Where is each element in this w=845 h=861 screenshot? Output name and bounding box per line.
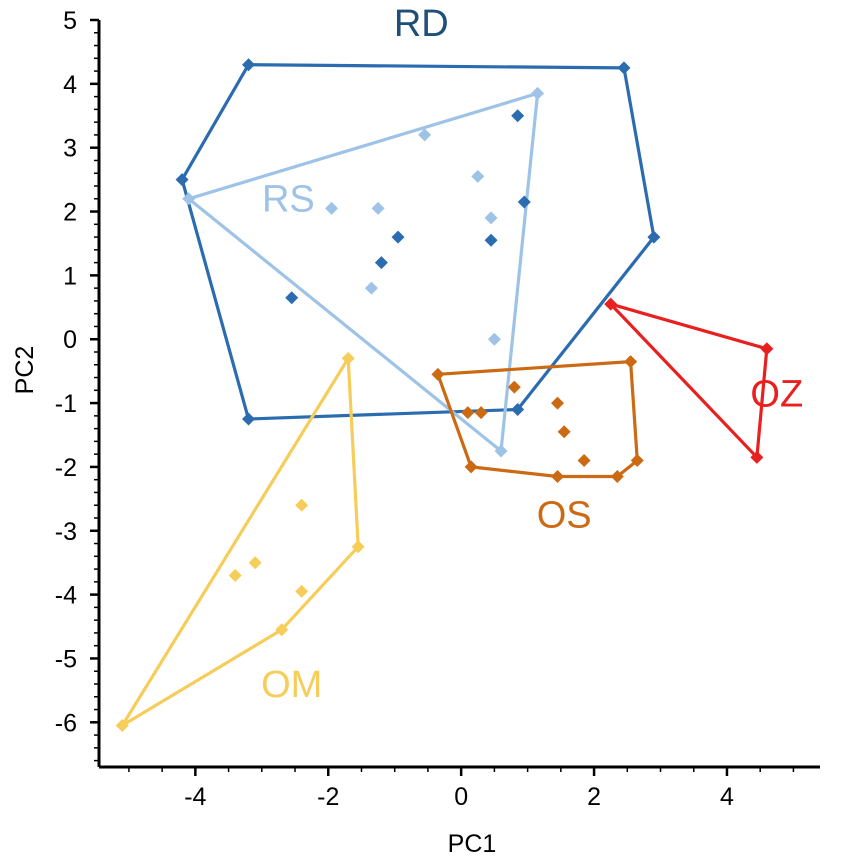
hull-om: [120, 356, 360, 728]
point-os: [551, 396, 565, 410]
point-os: [431, 367, 445, 381]
y-tick-label: -4: [55, 582, 77, 610]
y-tick-label: -2: [55, 454, 77, 482]
group-label-os: OS: [537, 495, 592, 537]
y-tick-label: 3: [63, 135, 77, 163]
point-rd: [484, 233, 498, 247]
hull-oz: [609, 302, 769, 459]
point-os: [557, 425, 571, 439]
point-rs: [471, 169, 485, 183]
group-labels: RD RS OS OZ OM: [261, 3, 803, 706]
hull-rs: [187, 91, 540, 453]
point-os: [507, 380, 521, 394]
point-os: [610, 470, 624, 483]
point-om: [115, 719, 129, 732]
y-tick-label: 1: [63, 262, 77, 290]
y-axis-label: PC2: [11, 346, 39, 395]
y-tick-label: 2: [63, 199, 77, 227]
point-os: [474, 406, 488, 420]
point-rd: [285, 291, 299, 305]
point-rd: [242, 412, 256, 426]
point-rs: [371, 201, 385, 215]
point-rd: [391, 230, 405, 244]
y-tick-label: 4: [63, 71, 77, 99]
x-tick-label: 2: [587, 783, 601, 811]
point-oz: [604, 297, 618, 311]
point-rd: [374, 256, 388, 270]
y-tick-label: -1: [55, 390, 77, 418]
point-rs: [487, 332, 501, 346]
point-rs: [484, 211, 498, 225]
group-label-rd: RD: [394, 3, 449, 45]
point-om: [351, 540, 365, 554]
x-axis-label: PC1: [448, 830, 497, 858]
point-rd: [175, 173, 189, 187]
point-os: [630, 454, 644, 468]
y-tick-label: 5: [63, 7, 77, 35]
point-os: [624, 355, 638, 369]
point-rd: [647, 230, 661, 244]
point-rd: [617, 61, 631, 75]
point-rs: [325, 201, 339, 215]
group-label-oz: OZ: [750, 373, 803, 415]
point-oz: [760, 342, 774, 356]
group-hulls: [120, 63, 769, 728]
point-os: [577, 454, 591, 468]
point-rs: [531, 86, 545, 100]
point-os: [464, 460, 478, 474]
point-os: [461, 406, 475, 420]
x-tick-label: -4: [184, 783, 206, 811]
point-om: [275, 623, 289, 637]
x-tick-label: -2: [317, 783, 339, 811]
axes: 5 4 3 2 1 0 -1 -2 -3 -4 -5 -6 -4 -2 0 2 4: [55, 7, 820, 811]
point-rs: [364, 281, 378, 295]
point-os: [551, 470, 565, 483]
y-tick-label: -3: [55, 518, 77, 546]
point-rd: [511, 402, 525, 416]
point-om: [248, 556, 262, 570]
group-label-rs: RS: [262, 179, 315, 221]
point-om: [341, 351, 355, 365]
point-om: [295, 584, 309, 598]
point-om: [228, 568, 242, 582]
point-oz: [750, 450, 764, 464]
point-rs: [418, 128, 432, 142]
point-rs: [494, 444, 508, 458]
point-rs: [182, 192, 196, 206]
x-tick-label: 4: [720, 783, 734, 811]
point-rd: [511, 109, 525, 123]
group-label-om: OM: [261, 664, 322, 706]
point-rd: [517, 195, 531, 209]
y-tick-label: 0: [63, 326, 77, 354]
data-points: [115, 58, 774, 732]
y-tick-label: -5: [55, 645, 77, 673]
point-rd: [242, 58, 256, 72]
y-tick-label: -6: [55, 709, 77, 737]
x-tick-label: 0: [454, 783, 468, 811]
point-om: [295, 498, 309, 512]
